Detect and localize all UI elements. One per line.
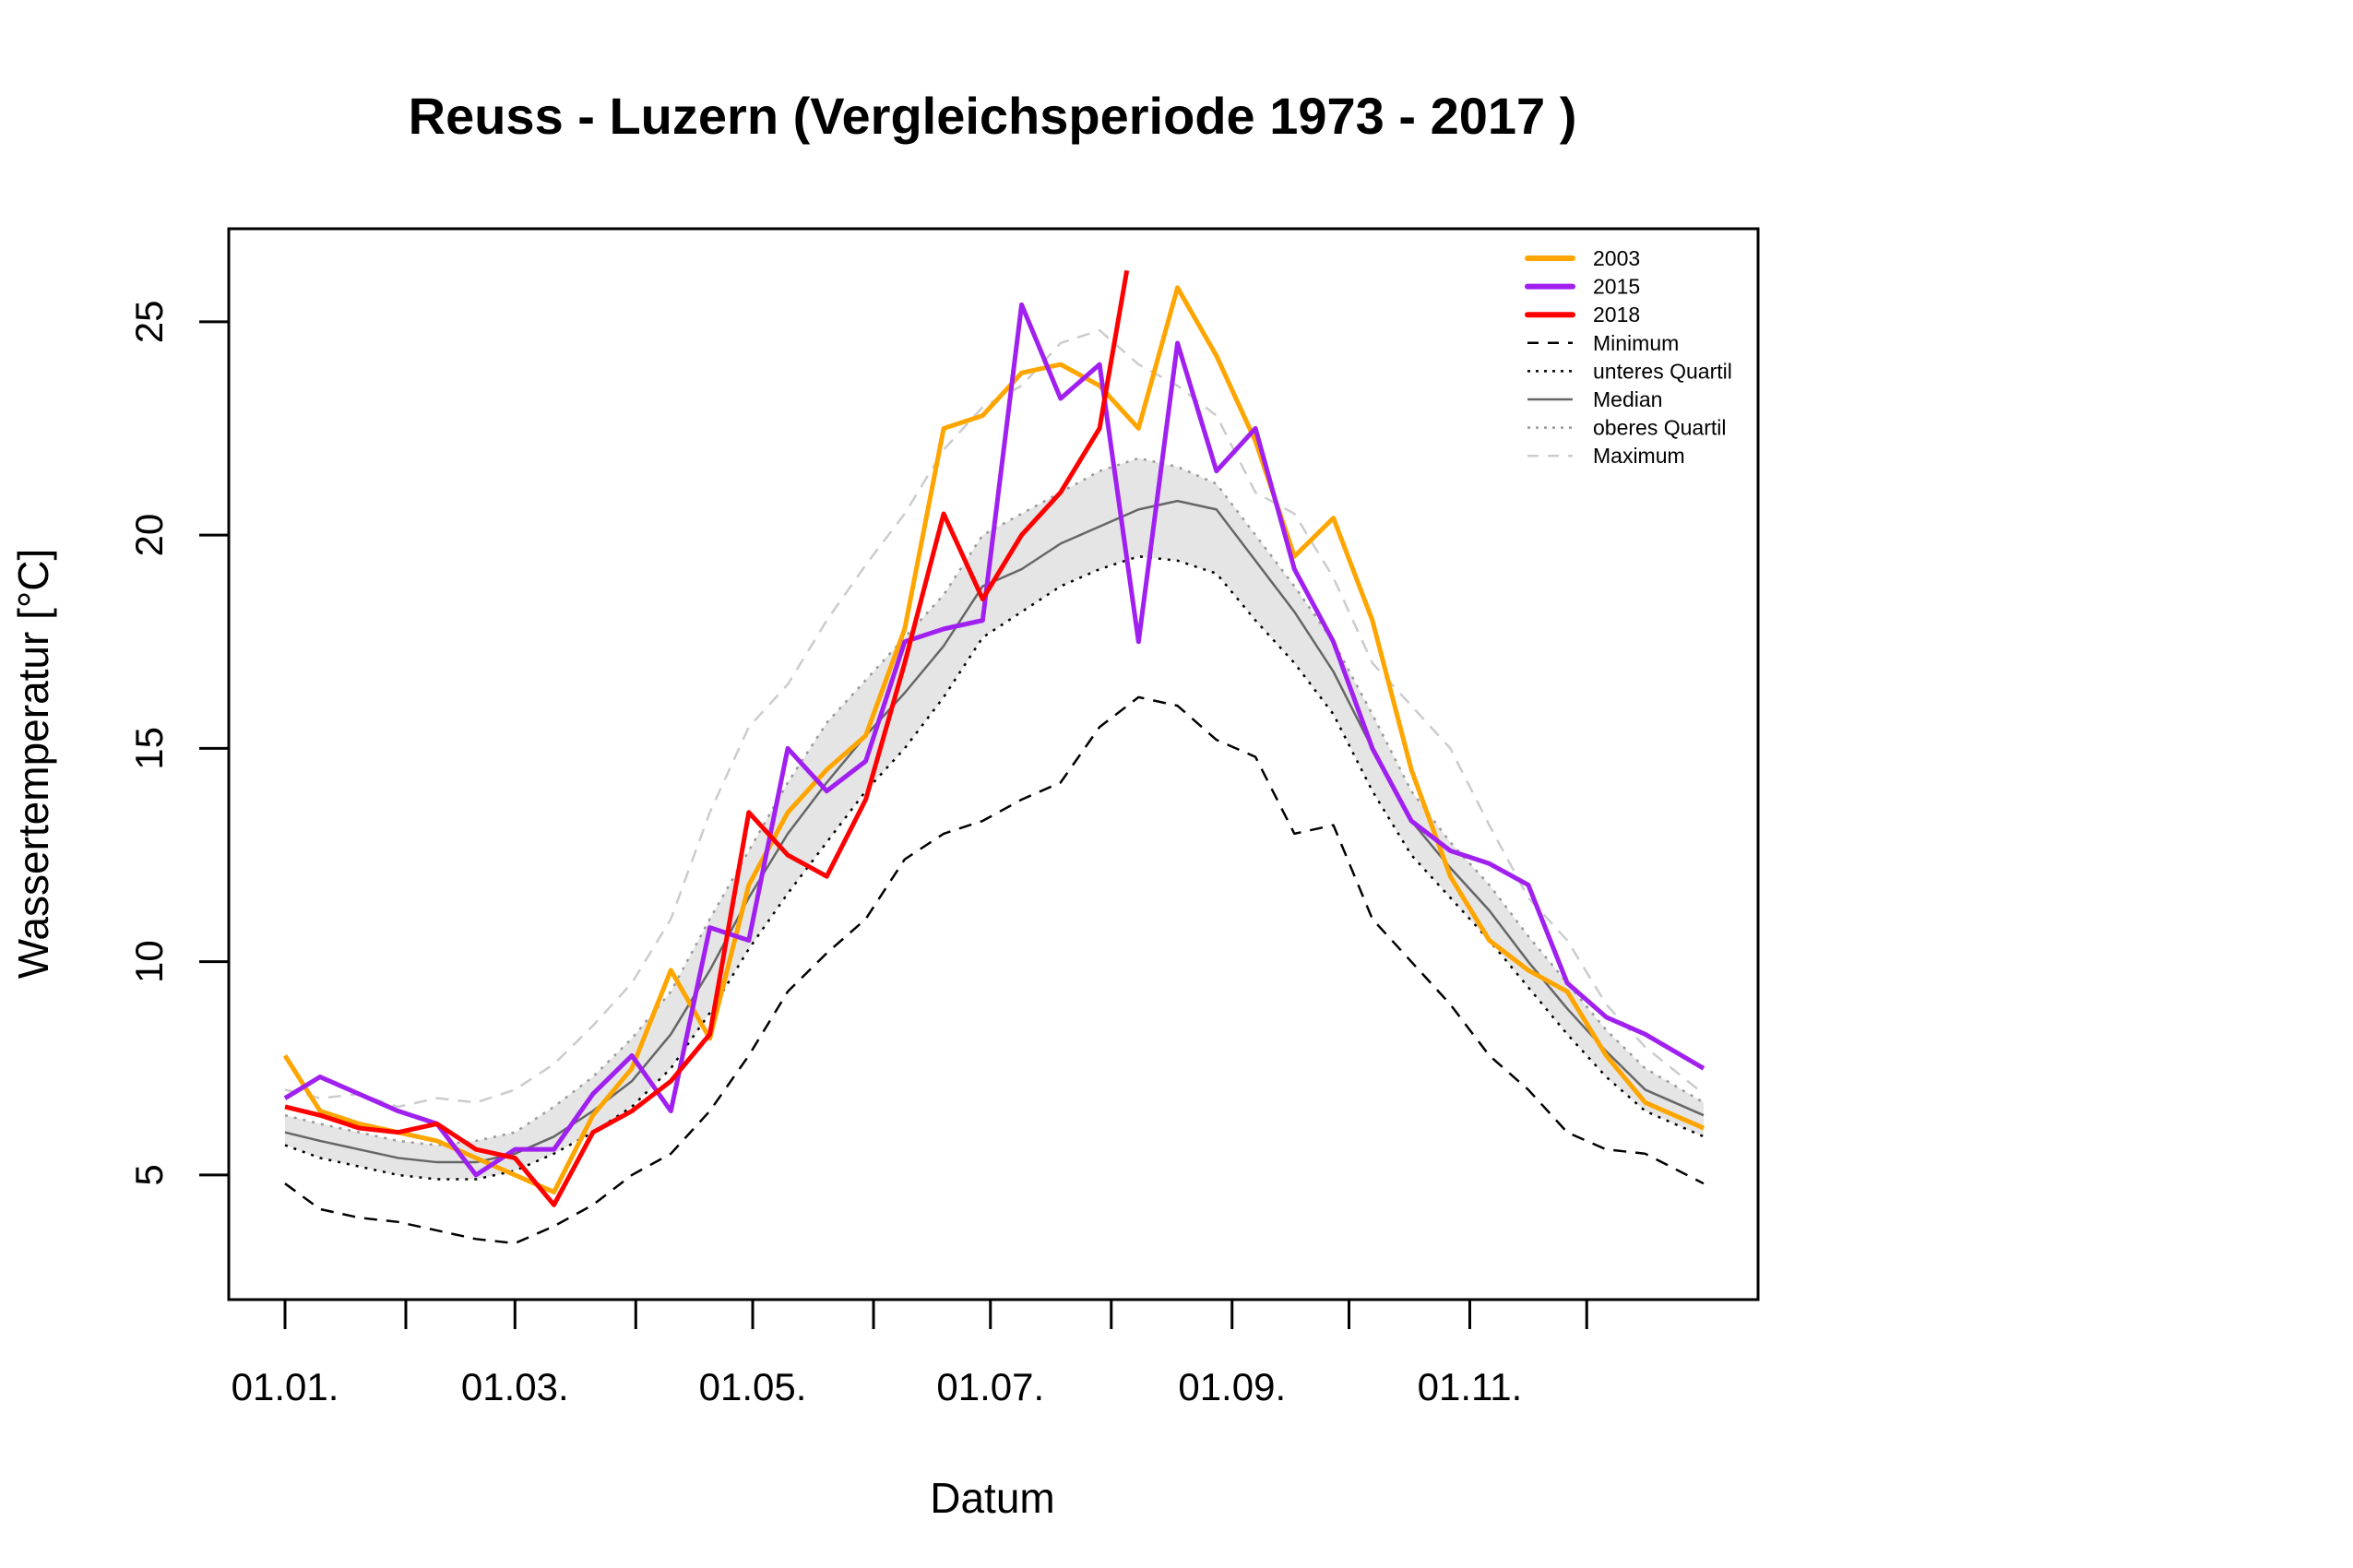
- legend-label: 2003: [1593, 246, 1640, 270]
- x-tick-label: 01.11.: [1418, 1365, 1523, 1408]
- x-tick-label: 01.09.: [1178, 1365, 1286, 1408]
- x-tick-label: 01.07.: [936, 1365, 1044, 1408]
- legend-label: 2018: [1593, 303, 1640, 327]
- x-tick-label: 01.05.: [699, 1365, 807, 1408]
- quartile-band: [285, 457, 1704, 1180]
- legend-label: 2015: [1593, 275, 1640, 299]
- y-tick-label: 15: [127, 727, 171, 770]
- y-axis-label: Wassertemperatur [°C]: [9, 549, 57, 980]
- x-tick-label: 01.01.: [232, 1365, 339, 1408]
- legend-label: oberes Quartil: [1593, 416, 1726, 440]
- x-axis: 01.01. 01.03. 01.05. 01.07. 01.09. 01.11.: [232, 1298, 1588, 1408]
- legend-label: unteres Quartil: [1593, 359, 1732, 383]
- legend-label: Minimum: [1593, 331, 1679, 355]
- chart-title: Reuss - Luzern (Vergleichsperiode 1973 -…: [409, 87, 1577, 145]
- y-tick-label: 20: [127, 514, 171, 557]
- legend-label: Maximum: [1593, 444, 1685, 468]
- y-axis: 5 10 15 20 25: [127, 300, 229, 1186]
- y-tick-label: 10: [127, 940, 171, 983]
- interquartile-band: [285, 457, 1704, 1180]
- x-tick-label: 01.03.: [461, 1365, 569, 1408]
- legend-label: Median: [1593, 387, 1662, 411]
- legend: 2003 2015 2018 Minimum unteres Quartil Median…: [1525, 246, 1732, 468]
- y-tick-label: 25: [127, 300, 171, 343]
- series-lines: [282, 269, 1705, 1245]
- x-axis-label: Datum: [930, 1474, 1054, 1522]
- y-tick-label: 5: [127, 1164, 171, 1185]
